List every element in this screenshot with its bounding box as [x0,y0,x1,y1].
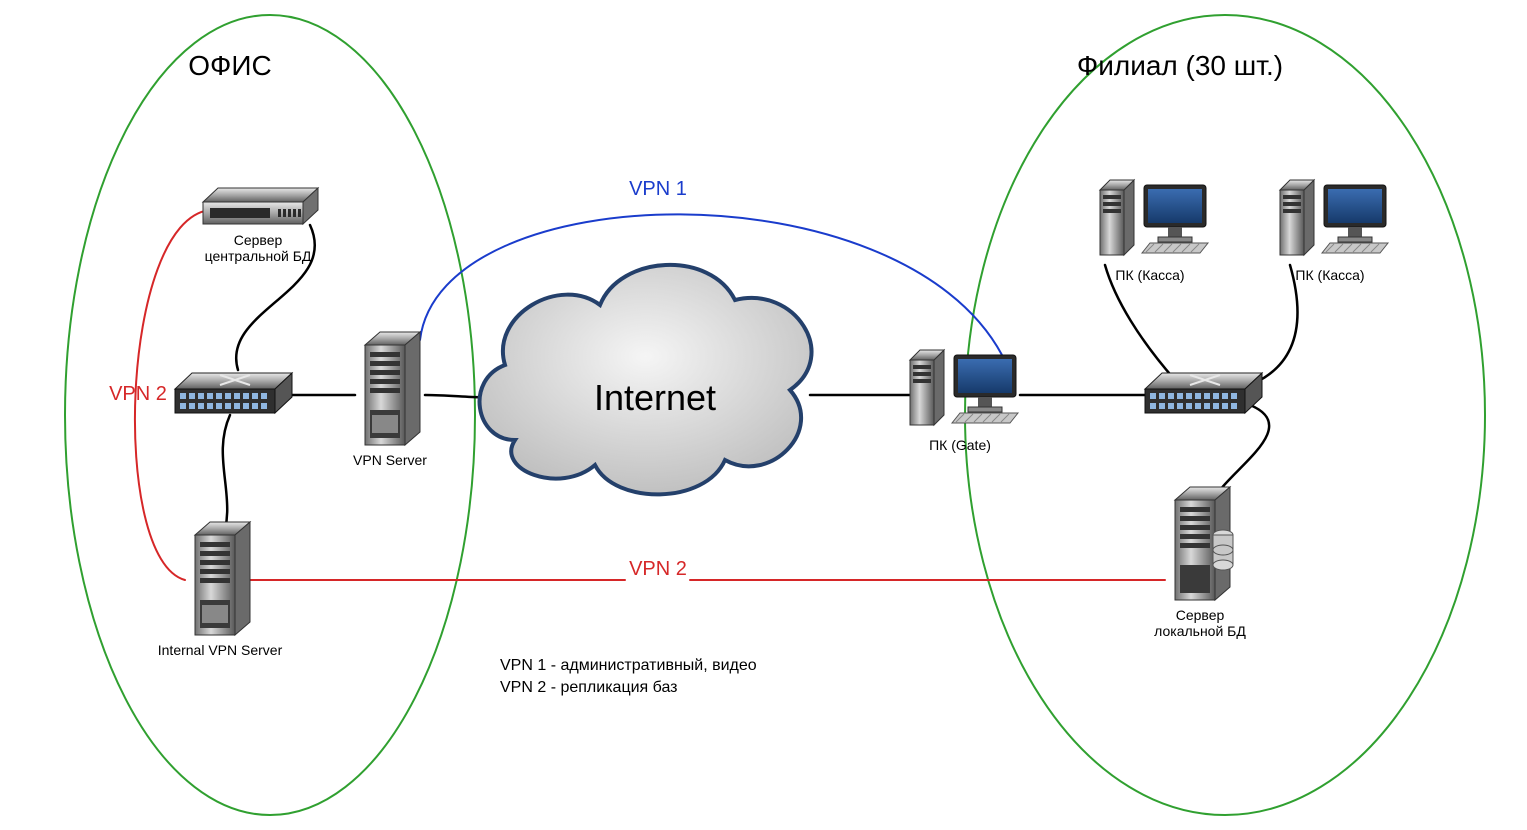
node-vpn-server: VPN Server [353,332,427,468]
node-pk-gate: ПК (Gate) [910,350,1018,453]
node-office-switch [175,373,292,413]
pc-icon [910,350,1018,425]
pc-icon [1280,180,1388,255]
node-label-central-db-0: Сервер [234,232,283,248]
node-label-local-db-0: Сервер [1176,607,1225,623]
cloud-layer: Internet [480,265,812,494]
internet-label: Internet [594,377,716,418]
zone-title-branch: Филиал (30 шт.) [1077,50,1283,81]
node-label-pk-gate: ПК (Gate) [929,437,991,453]
legend-layer: VPN 1 - административный, видео VPN 2 - р… [500,657,757,696]
zone-ellipse-branch [965,15,1485,815]
server-tower-db-icon [1175,487,1233,600]
vpn2-label-2: VPN 2 [629,558,687,580]
node-pk-kassa2: ПК (Касса) [1280,180,1388,283]
node-label-internal-vpn: Internal VPN Server [158,642,283,658]
link-branch-switch-pk-kassa2 [1250,265,1298,385]
zone-title-office: ОФИС [188,50,271,81]
vpn1-label: VPN 1 [629,178,687,200]
node-label-pk-kassa1: ПК (Касса) [1115,267,1184,283]
node-branch-switch [1145,373,1262,413]
node-pk-kassa1: ПК (Касса) [1100,180,1208,283]
legend-line-0: VPN 1 - административный, видео [500,657,757,674]
pc-icon [1100,180,1208,255]
switch-icon [175,373,292,413]
vpn2-label-1: VPN 2 [109,383,167,405]
node-label-vpn-server: VPN Server [353,452,427,468]
rack1u-icon [203,188,318,224]
node-local-db: Серверлокальной БД [1154,487,1246,639]
network-diagram: ОФИСФилиал (30 шт.) VPN 2VPN 2 Internet … [0,0,1527,830]
node-label-local-db-1: локальной БД [1154,623,1246,639]
node-label-central-db-1: центральной БД [205,248,312,264]
legend-line-1: VPN 2 - репликация баз [500,679,678,696]
server-tower-icon [195,522,250,635]
node-label-pk-kassa2: ПК (Касса) [1295,267,1364,283]
node-internal-vpn: Internal VPN Server [158,522,283,658]
node-central-db: Серверцентральной БД [203,188,318,264]
switch-icon [1145,373,1262,413]
server-tower-icon [365,332,420,445]
